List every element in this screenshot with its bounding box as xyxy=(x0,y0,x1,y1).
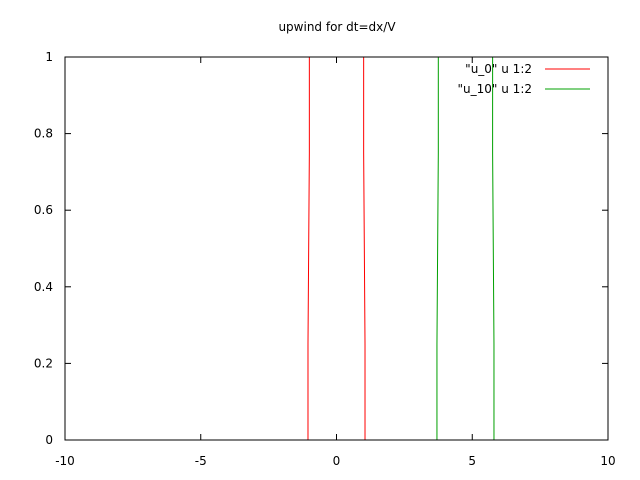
series-line-0 xyxy=(65,56,608,441)
legend-label-0: "u_0" u 1:2 xyxy=(465,62,532,76)
y-tick-label: 1 xyxy=(45,50,53,64)
y-tick-label: 0 xyxy=(45,433,53,447)
x-tick-label: 5 xyxy=(468,454,476,468)
x-tick-label: -5 xyxy=(195,454,207,468)
x-tick-label: 10 xyxy=(600,454,615,468)
y-tick-label: 0.2 xyxy=(34,356,53,370)
legend-label-1: "u_10" u 1:2 xyxy=(458,82,532,96)
series-line-1 xyxy=(65,56,608,441)
y-tick-label: 0.8 xyxy=(34,127,53,141)
plot-frame xyxy=(64,56,609,441)
chart-title: upwind for dt=dx/V xyxy=(278,20,396,34)
x-tick-label: 0 xyxy=(333,454,341,468)
axis-ticks: -10 -5 0 5 10 0 0.2 0.4 0.6 0.8 1 xyxy=(34,50,616,468)
series-layer xyxy=(65,56,608,441)
x-tick-label: -10 xyxy=(55,454,75,468)
legend: "u_0" u 1:2 "u_10" u 1:2 xyxy=(458,62,590,96)
y-tick-label: 0.4 xyxy=(34,280,53,294)
y-tick-label: 0.6 xyxy=(34,203,53,217)
